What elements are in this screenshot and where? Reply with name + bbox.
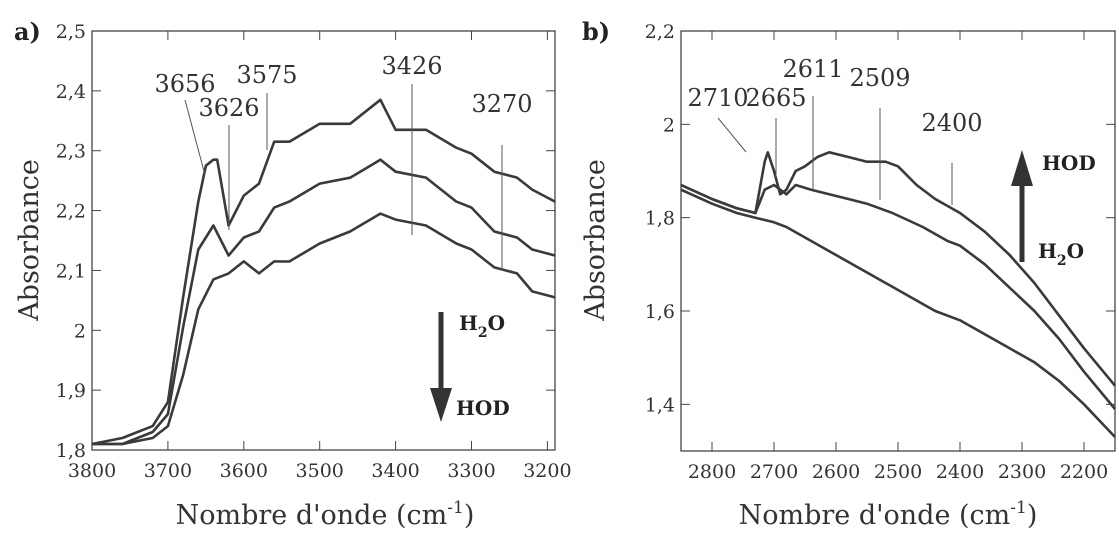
annotation-label: 3626 <box>198 94 259 122</box>
x-tick-label: 3500 <box>296 460 344 482</box>
panel-b-x-axis-title-main: Nombre d'onde (cm <box>739 500 1011 531</box>
series-line-2 <box>680 183 1116 410</box>
panel-b-label: b) <box>582 17 610 46</box>
panel-a-x-axis-title: Nombre d'onde (cm-1) <box>176 498 475 531</box>
y-tick-label: 2 <box>74 320 86 342</box>
y-tick-label: 2,1 <box>56 260 86 282</box>
x-tick-label: 2600 <box>812 461 860 483</box>
annotation-label: 2509 <box>849 64 910 92</box>
panel-a-x-ticks: 3800 3700 3600 3500 3400 3300 3200 <box>68 31 572 482</box>
y-tick-label: 1,6 <box>645 301 675 323</box>
y-tick-label: 2,3 <box>56 141 86 163</box>
annotation-label: 3270 <box>471 90 532 118</box>
annotation-label: 3426 <box>381 52 442 80</box>
panel-b-series-group <box>680 151 1117 438</box>
panel-a-arrow-top-sub: 2 <box>478 325 488 341</box>
y-tick-label: 1,4 <box>645 394 675 416</box>
series-line-2 <box>92 158 556 446</box>
panel-a-series-group <box>91 98 556 446</box>
panel-a-chart: a) 1,8 1,9 2 2,1 2,2 2,3 2,4 2,5 3800 3700 3600 35… <box>14 17 572 531</box>
panel-a-x-axis-title-main: Nombre d'onde (cm <box>176 500 448 531</box>
x-tick-label: 2700 <box>750 461 798 483</box>
annotation-leader-line <box>717 117 747 153</box>
y-tick-label: 2,4 <box>56 81 86 103</box>
x-tick-label: 2200 <box>1060 461 1108 483</box>
panel-b-x-axis-title: Nombre d'onde (cm-1) <box>739 498 1038 531</box>
panel-a-label: a) <box>14 17 41 46</box>
panel-b-arrow-up-icon <box>1011 150 1033 262</box>
x-tick-label: 3300 <box>447 460 495 482</box>
series-line-1 <box>91 98 556 446</box>
panel-a-plot-frame <box>91 30 556 451</box>
panel-a-arrow-top-label: H2O <box>459 311 505 341</box>
y-tick-label: 1,9 <box>56 380 86 402</box>
panel-a-x-axis-title-suffix: ) <box>464 500 475 531</box>
y-tick-label: 2 <box>663 114 675 136</box>
x-tick-label: 3400 <box>371 460 419 482</box>
panel-a-x-axis-title-sup: -1 <box>447 498 464 518</box>
y-tick-label: 2,2 <box>56 201 86 223</box>
annotation-label: 2611 <box>782 55 843 83</box>
panel-a-arrow-top-suffix: O <box>488 311 505 335</box>
panel-b-chart: b) 1,4 1,6 1,8 2 2,2 2800 2700 2600 2500 2400 230… <box>580 17 1117 531</box>
annotation-leader-line <box>184 99 206 176</box>
panel-a-arrow-down-icon <box>430 312 452 422</box>
x-tick-label: 3800 <box>68 460 116 482</box>
series-line-3 <box>680 188 1116 438</box>
panel-b-x-ticks: 2800 2700 2600 2500 2400 2300 2200 <box>688 31 1108 483</box>
x-tick-label: 3600 <box>220 460 268 482</box>
x-tick-label: 2500 <box>874 461 922 483</box>
series-line-3 <box>92 212 556 446</box>
panel-a-y-ticks: 1,8 1,9 2 2,1 2,2 2,3 2,4 2,5 <box>56 21 555 462</box>
y-tick-label: 2,2 <box>645 21 675 43</box>
y-tick-label: 1,8 <box>645 208 675 230</box>
panel-a-arrow-bottom-label: HOD <box>456 396 510 420</box>
panel-b-x-axis-title-suffix: ) <box>1027 500 1038 531</box>
panel-b-arrow-bottom-main: H <box>1038 239 1057 263</box>
panel-a-y-axis-title: Absorbance <box>14 159 45 322</box>
panel-a-arrow-top-main: H <box>459 311 478 335</box>
panel-b-y-axis-title: Absorbance <box>580 159 611 322</box>
x-tick-label: 2300 <box>998 461 1046 483</box>
annotation-label: 2400 <box>921 109 982 137</box>
panel-b-x-axis-title-sup: -1 <box>1010 498 1027 518</box>
series-line-1 <box>680 151 1117 387</box>
y-tick-label: 1,8 <box>56 440 86 462</box>
annotation-label: 2710 <box>687 84 748 112</box>
x-tick-label: 3200 <box>523 460 571 482</box>
x-tick-label: 3700 <box>144 460 192 482</box>
y-tick-label: 2,5 <box>56 21 86 43</box>
panel-b-y-ticks: 1,4 1,6 1,8 2 2,2 <box>645 21 1115 416</box>
panel-b-arrow-bottom-sub: 2 <box>1057 253 1067 269</box>
panel-b-arrow-bottom-suffix: O <box>1067 239 1084 263</box>
panel-b-arrow-bottom-label: H2O <box>1038 239 1084 269</box>
annotation-label: 3575 <box>236 61 297 89</box>
annotation-label: 2665 <box>745 84 806 112</box>
x-tick-label: 2400 <box>936 461 984 483</box>
annotation-label: 3656 <box>154 70 215 98</box>
panel-b-arrow-top-label: HOD <box>1042 151 1096 175</box>
x-tick-label: 2800 <box>688 461 736 483</box>
